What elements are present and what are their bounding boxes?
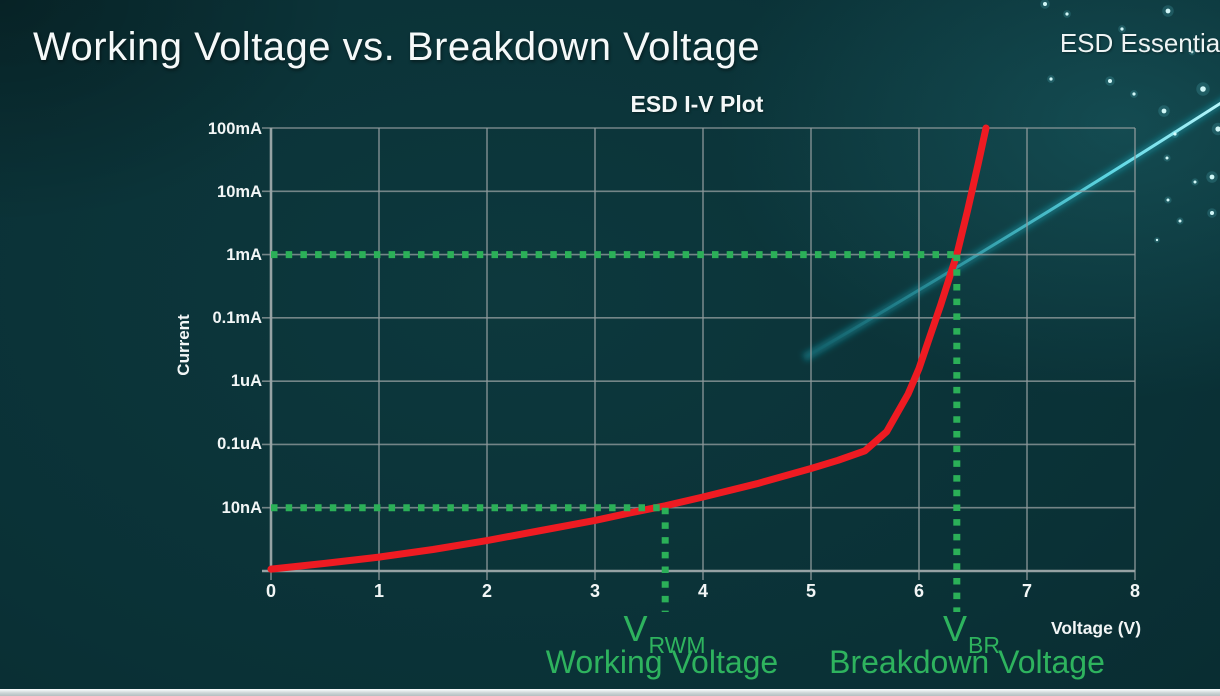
- bottom-edge-strip: [0, 689, 1220, 696]
- particle-dot: [1173, 132, 1177, 136]
- particle-dot: [1215, 126, 1220, 132]
- vbr-symbol: VBR: [943, 608, 1000, 657]
- particle-dot: [1200, 86, 1206, 92]
- x-tick-1: 1: [373, 581, 385, 601]
- slide-title: Working Voltage vs. Breakdown Voltage: [33, 25, 761, 69]
- x-tick-3: 3: [589, 581, 601, 601]
- x-tick-8: 8: [1129, 581, 1141, 601]
- y-tick-100mA: 100mA: [207, 119, 262, 138]
- vbr-symbol-subscript: BR: [968, 632, 1000, 659]
- y-tick-10mA: 10mA: [217, 182, 262, 201]
- particle-dot: [1049, 77, 1053, 81]
- x-axis-label: Voltage (V): [1050, 618, 1142, 638]
- particle-dot: [1132, 92, 1136, 96]
- particle-dot: [1108, 79, 1112, 83]
- particle-dot: [1190, 50, 1194, 54]
- particle-dot: [1161, 108, 1167, 114]
- axis-lines: [262, 128, 1135, 573]
- particle-dot: [1178, 219, 1182, 223]
- particle-dot: [1146, 46, 1150, 50]
- x-tick-7: 7: [1021, 581, 1033, 601]
- brand-text: ESD Essential: [1059, 28, 1220, 58]
- particle-dot: [1065, 12, 1069, 16]
- guide-lines: [271, 251, 961, 612]
- particle-field: [1040, 0, 1220, 243]
- iv-curve: [267, 124, 990, 573]
- x-tick-5: 5: [805, 581, 817, 601]
- vrwm-symbol-letter: V: [623, 608, 648, 649]
- x-tick-6: 6: [913, 581, 925, 601]
- particle-dot: [1165, 156, 1169, 160]
- y-tick-10nA: 10nA: [221, 498, 262, 517]
- particle-dot: [1120, 27, 1124, 31]
- x-tick-4: 4: [697, 581, 709, 601]
- y-tick-0.1mA: 0.1mA: [212, 308, 262, 327]
- grid-lines: [262, 127, 1136, 580]
- x-tick-2: 2: [481, 581, 493, 601]
- vrwm-symbol: VRWM: [623, 608, 705, 657]
- y-tick-0.1uA: 0.1uA: [217, 434, 262, 453]
- vbr-label: Breakdown Voltage: [829, 644, 1105, 680]
- particle-dot: [1165, 8, 1171, 14]
- vrwm-symbol-subscript: RWM: [648, 632, 706, 659]
- particle-dot: [1166, 198, 1170, 202]
- y-tick-1uA: 1uA: [230, 371, 262, 390]
- y-axis-label: Current: [174, 314, 193, 376]
- x-tick-0: 0: [265, 581, 277, 601]
- particle-dot: [1193, 180, 1197, 184]
- particle-dot: [1209, 174, 1215, 180]
- particle-dot: [1210, 211, 1214, 215]
- particle-dot: [1155, 238, 1159, 242]
- chart-title: ESD I-V Plot: [630, 91, 764, 117]
- vbr-symbol-letter: V: [943, 608, 968, 649]
- particle-dot: [1043, 2, 1047, 6]
- y-tick-1mA: 1mA: [226, 245, 262, 264]
- vrwm-label: Working Voltage: [545, 644, 779, 680]
